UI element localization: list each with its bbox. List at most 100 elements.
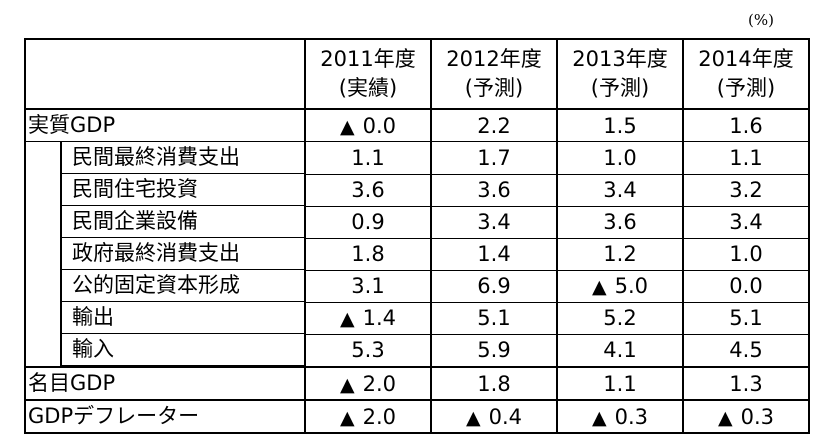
value-text: 4.1 — [603, 338, 637, 363]
negative-triangle-icon: ▲ — [339, 115, 355, 138]
value-cell: 1.4 — [430, 238, 558, 271]
value-text: 0.4 — [488, 404, 523, 429]
value-text: 2.2 — [477, 113, 511, 138]
value-cell: 0.9 — [304, 206, 432, 239]
negative-triangle-icon: ▲ — [591, 406, 607, 429]
value-cell: 3.1 — [304, 270, 432, 303]
value-cell: ▲ 0.3 — [682, 399, 810, 434]
value-text: 6.9 — [477, 274, 511, 298]
value-text: 1.4 — [477, 242, 511, 266]
value-text: 1.7 — [477, 145, 511, 170]
value-text: 1.5 — [603, 113, 637, 138]
column-header-2014: 2014年度 (予測) — [682, 38, 810, 110]
row-label: 民間住宅投資 — [60, 174, 303, 206]
table-row: 輸出 ▲ 1.4 5.1 5.2 5.1 — [24, 302, 810, 335]
value-text: 5.9 — [477, 338, 511, 363]
value-text: 3.6 — [351, 178, 385, 202]
value-text: 3.1 — [351, 274, 385, 298]
table-row: GDPデフレーター ▲ 2.0 ▲ 0.4 ▲ 0.3 ▲ 0.3 — [24, 399, 810, 434]
value-text: 0.0 — [362, 113, 397, 138]
row-label: GDPデフレーター — [28, 404, 200, 428]
table-row: 公的固定資本形成 3.1 6.9 ▲ 5.0 0.0 — [24, 270, 810, 303]
value-text: 3.4 — [477, 210, 511, 234]
value-cell: 5.1 — [430, 302, 558, 335]
value-cell: 3.6 — [430, 174, 558, 207]
value-cell: 1.0 — [556, 141, 684, 175]
value-text: 1.1 — [351, 145, 385, 170]
row-label: 民間最終消費支出 — [60, 142, 303, 174]
gdp-forecast-table: 2011年度 (実績) 2012年度 (予測) 2013年度 (予測) 2014… — [24, 38, 810, 434]
row-label: 公的固定資本形成 — [60, 270, 303, 302]
table-row: 名目GDP ▲ 2.0 1.8 1.1 1.3 — [24, 366, 810, 401]
value-text: 1.8 — [351, 242, 385, 266]
negative-triangle-icon: ▲ — [339, 406, 355, 429]
header-corner-cell — [24, 38, 306, 110]
value-cell: 1.2 — [556, 238, 684, 271]
column-header-2013: 2013年度 (予測) — [556, 38, 684, 110]
value-cell: 5.3 — [304, 334, 432, 368]
header-row: 2011年度 (実績) 2012年度 (予測) 2013年度 (予測) 2014… — [24, 38, 810, 110]
negative-triangle-icon: ▲ — [591, 276, 607, 298]
value-cell: 3.4 — [430, 206, 558, 239]
value-text: 1.6 — [729, 113, 763, 138]
value-text: 5.1 — [477, 306, 511, 330]
column-year: 2012年度 — [446, 47, 542, 71]
unit-label: (%) — [748, 11, 774, 29]
value-cell: 5.9 — [430, 334, 558, 368]
row-label: 名目GDP — [28, 371, 116, 395]
value-text: 3.4 — [603, 178, 637, 202]
value-text: 3.6 — [477, 178, 511, 202]
value-cell: 3.4 — [682, 206, 810, 239]
value-cell: 1.7 — [430, 141, 558, 175]
value-text: 0.3 — [614, 404, 649, 429]
value-text: 1.4 — [362, 306, 397, 330]
value-text: 1.0 — [603, 145, 637, 170]
row-label-cell: GDPデフレーター — [24, 399, 306, 434]
row-label-cell: 名目GDP — [24, 366, 306, 401]
value-cell: 3.2 — [682, 174, 810, 207]
column-type: (予測) — [590, 76, 650, 100]
value-cell: ▲ 1.4 — [304, 302, 432, 335]
column-type: (予測) — [716, 76, 776, 100]
row-label-cell: 実質GDP — [24, 109, 306, 142]
row-label: 輸出 — [60, 302, 303, 334]
value-text: 3.6 — [603, 210, 637, 234]
value-cell: 1.5 — [556, 109, 684, 142]
table-body: 実質GDP ▲ 0.0 2.2 1.5 1.6 民間最終消費支出 1.1 1.7 1.0 1.1 民間… — [24, 109, 810, 434]
row-label: 輸入 — [60, 334, 303, 365]
value-text: 2.0 — [362, 371, 397, 396]
value-cell: ▲ 0.3 — [556, 399, 684, 434]
negative-triangle-icon: ▲ — [465, 406, 481, 429]
value-cell: 1.0 — [682, 238, 810, 271]
column-year: 2011年度 — [320, 47, 416, 71]
value-text: 3.4 — [729, 210, 763, 234]
table-row: 民間最終消費支出 1.1 1.7 1.0 1.1 — [24, 141, 810, 175]
value-cell: 4.5 — [682, 334, 810, 368]
value-cell: ▲ 5.0 — [556, 270, 684, 303]
value-cell: ▲ 2.0 — [304, 399, 432, 434]
value-cell: 1.8 — [430, 366, 558, 401]
column-type: (予測) — [464, 76, 524, 100]
table-row: 民間住宅投資 3.6 3.6 3.4 3.2 — [24, 174, 810, 207]
value-cell: ▲ 0.0 — [304, 109, 432, 142]
value-text: 5.0 — [614, 274, 649, 298]
value-text: 1.2 — [603, 242, 637, 266]
value-text: 0.0 — [729, 274, 763, 298]
value-cell: 5.1 — [682, 302, 810, 335]
value-cell: 2.2 — [430, 109, 558, 142]
row-label-cell: 民間最終消費支出 — [24, 141, 306, 174]
row-label: 実質GDP — [28, 113, 116, 137]
value-text: 1.0 — [729, 242, 763, 266]
value-text: 1.1 — [603, 371, 637, 396]
column-header-2012: 2012年度 (予測) — [430, 38, 558, 110]
value-text: 3.2 — [729, 178, 763, 202]
table-row: 民間企業設備 0.9 3.4 3.6 3.4 — [24, 206, 810, 239]
value-text: 0.9 — [351, 210, 385, 234]
value-cell: 1.6 — [682, 109, 810, 142]
value-text: 4.5 — [729, 338, 763, 363]
table-row: 政府最終消費支出 1.8 1.4 1.2 1.0 — [24, 238, 810, 271]
negative-triangle-icon: ▲ — [717, 406, 733, 429]
value-text: 1.8 — [477, 371, 511, 396]
value-text: 5.2 — [603, 306, 637, 330]
negative-triangle-icon: ▲ — [339, 373, 355, 396]
